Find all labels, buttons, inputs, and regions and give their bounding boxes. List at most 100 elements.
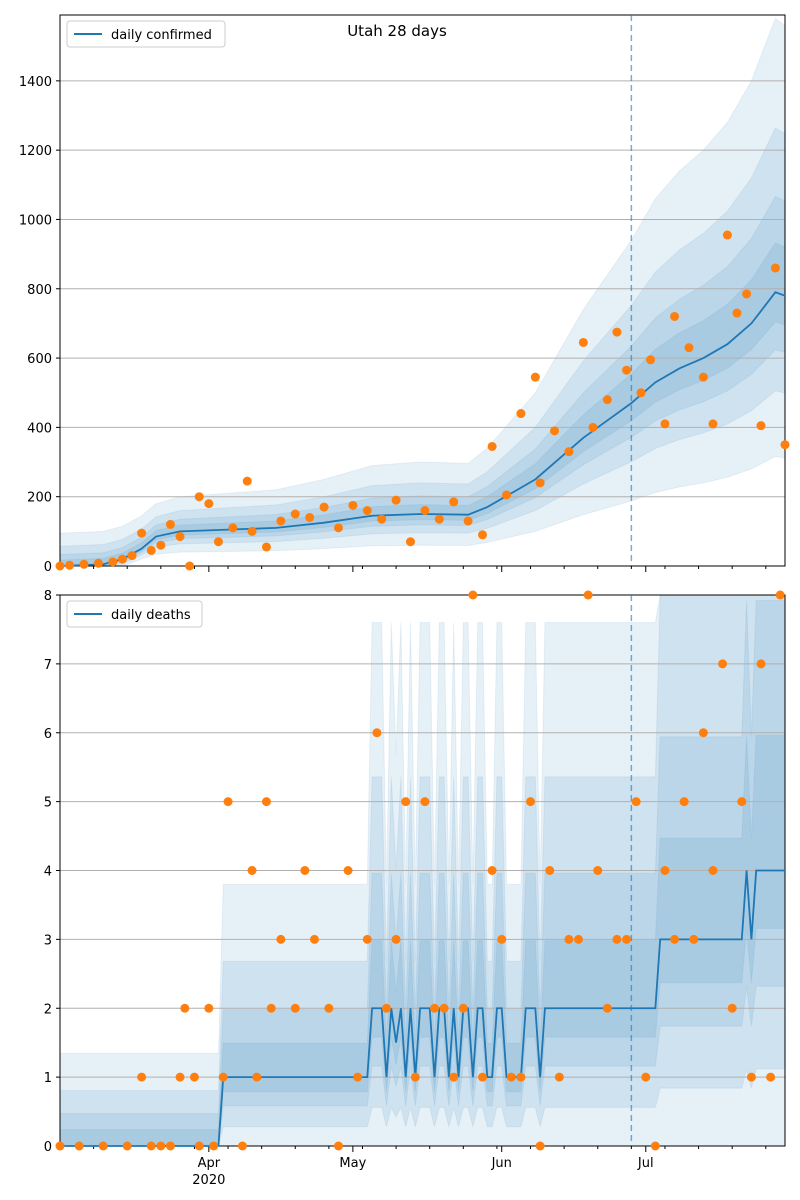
data-point (175, 1072, 185, 1082)
data-point (650, 1141, 660, 1151)
legend-label-confirmed: daily confirmed (111, 28, 212, 43)
data-point (449, 497, 459, 507)
data-point (204, 499, 214, 509)
data-point (309, 934, 319, 944)
data-point (420, 506, 430, 516)
data-point (165, 519, 175, 529)
data-point (742, 289, 752, 299)
data-point (516, 1072, 526, 1082)
data-point (261, 542, 271, 552)
data-point (410, 1072, 420, 1082)
data-point (636, 388, 646, 398)
data-point (405, 537, 415, 547)
panel-daily-confirmed: 0 200 400 600 800 1000 1200 1400 daily confirme… (19, 14, 790, 575)
legend-confirmed: daily confirmed (66, 20, 226, 48)
data-point (401, 797, 411, 807)
data-point (732, 308, 742, 318)
data-point (209, 1141, 219, 1151)
y-tick-label: 1000 (19, 213, 52, 228)
data-point (391, 934, 401, 944)
series (55, 15, 790, 571)
data-point (780, 440, 790, 450)
data-point (93, 558, 103, 568)
data-point (554, 1072, 564, 1082)
data-point (434, 514, 444, 524)
data-point (343, 866, 353, 875)
y-tick-label: 6 (44, 727, 52, 742)
data-point (684, 343, 694, 353)
data-point (775, 590, 785, 600)
y-tick-label: 0 (44, 560, 52, 575)
x-axis (59, 566, 767, 572)
data-point (252, 1072, 262, 1082)
data-point (300, 866, 310, 875)
y-tick-label: 4 (44, 865, 52, 880)
data-point (602, 395, 612, 405)
data-point (722, 230, 732, 240)
data-point (578, 337, 588, 347)
data-point (727, 1003, 737, 1013)
y-tick-label: 800 (27, 283, 52, 298)
data-point (79, 559, 89, 569)
data-point (430, 1003, 440, 1013)
data-point (204, 1003, 214, 1013)
data-point (449, 1072, 459, 1082)
data-point (305, 512, 315, 522)
data-point (439, 1003, 449, 1013)
data-point (660, 866, 670, 875)
confidence-bands (59, 17, 786, 567)
data-point (622, 365, 632, 375)
data-point (506, 1072, 516, 1082)
data-point (463, 516, 473, 526)
data-point (362, 934, 372, 944)
data-point (319, 502, 329, 512)
data-point (631, 797, 641, 807)
data-point (362, 506, 372, 516)
data-point (602, 1003, 612, 1013)
data-point (189, 1072, 199, 1082)
data-point (766, 1072, 776, 1082)
data-point (679, 797, 689, 807)
data-point (117, 554, 127, 564)
data-point (156, 540, 166, 550)
data-point (381, 1003, 391, 1013)
y-axis: 0 200 400 600 800 1000 1200 1400 (19, 14, 786, 575)
series-line (60, 869, 785, 1147)
data-point (737, 797, 747, 807)
data-point (137, 1072, 147, 1082)
data-point (756, 659, 766, 669)
y-tick-label: 200 (27, 491, 52, 506)
data-point (372, 728, 382, 738)
data-point (708, 866, 718, 875)
data-point (612, 934, 622, 944)
data-point (146, 1141, 156, 1151)
data-point (718, 659, 728, 669)
data-point (290, 1003, 300, 1013)
y-tick-label: 600 (27, 352, 52, 367)
data-point (535, 478, 545, 488)
y-tick-label: 1400 (19, 75, 52, 90)
data-point (98, 1141, 108, 1151)
data-point (545, 866, 555, 875)
data-point (180, 1003, 190, 1013)
data-point (708, 419, 718, 429)
data-point (108, 557, 118, 567)
data-point (487, 866, 497, 875)
data-point (689, 934, 699, 944)
chart-title: Utah 28 days (347, 22, 447, 40)
data-point (646, 355, 656, 365)
data-point (622, 934, 632, 944)
data-point (746, 1072, 756, 1082)
data-point (156, 1141, 166, 1151)
data-point (55, 561, 65, 571)
data-point (261, 797, 271, 807)
x-axis: Apr 2020 May Jun Jul (59, 1146, 767, 1188)
data-point (218, 1072, 228, 1082)
data-point (333, 523, 343, 533)
axes-frame (59, 14, 786, 567)
data-point (377, 514, 387, 524)
data-point (391, 495, 401, 505)
data-point (247, 526, 257, 536)
data-point (487, 441, 497, 451)
data-point (502, 490, 512, 500)
